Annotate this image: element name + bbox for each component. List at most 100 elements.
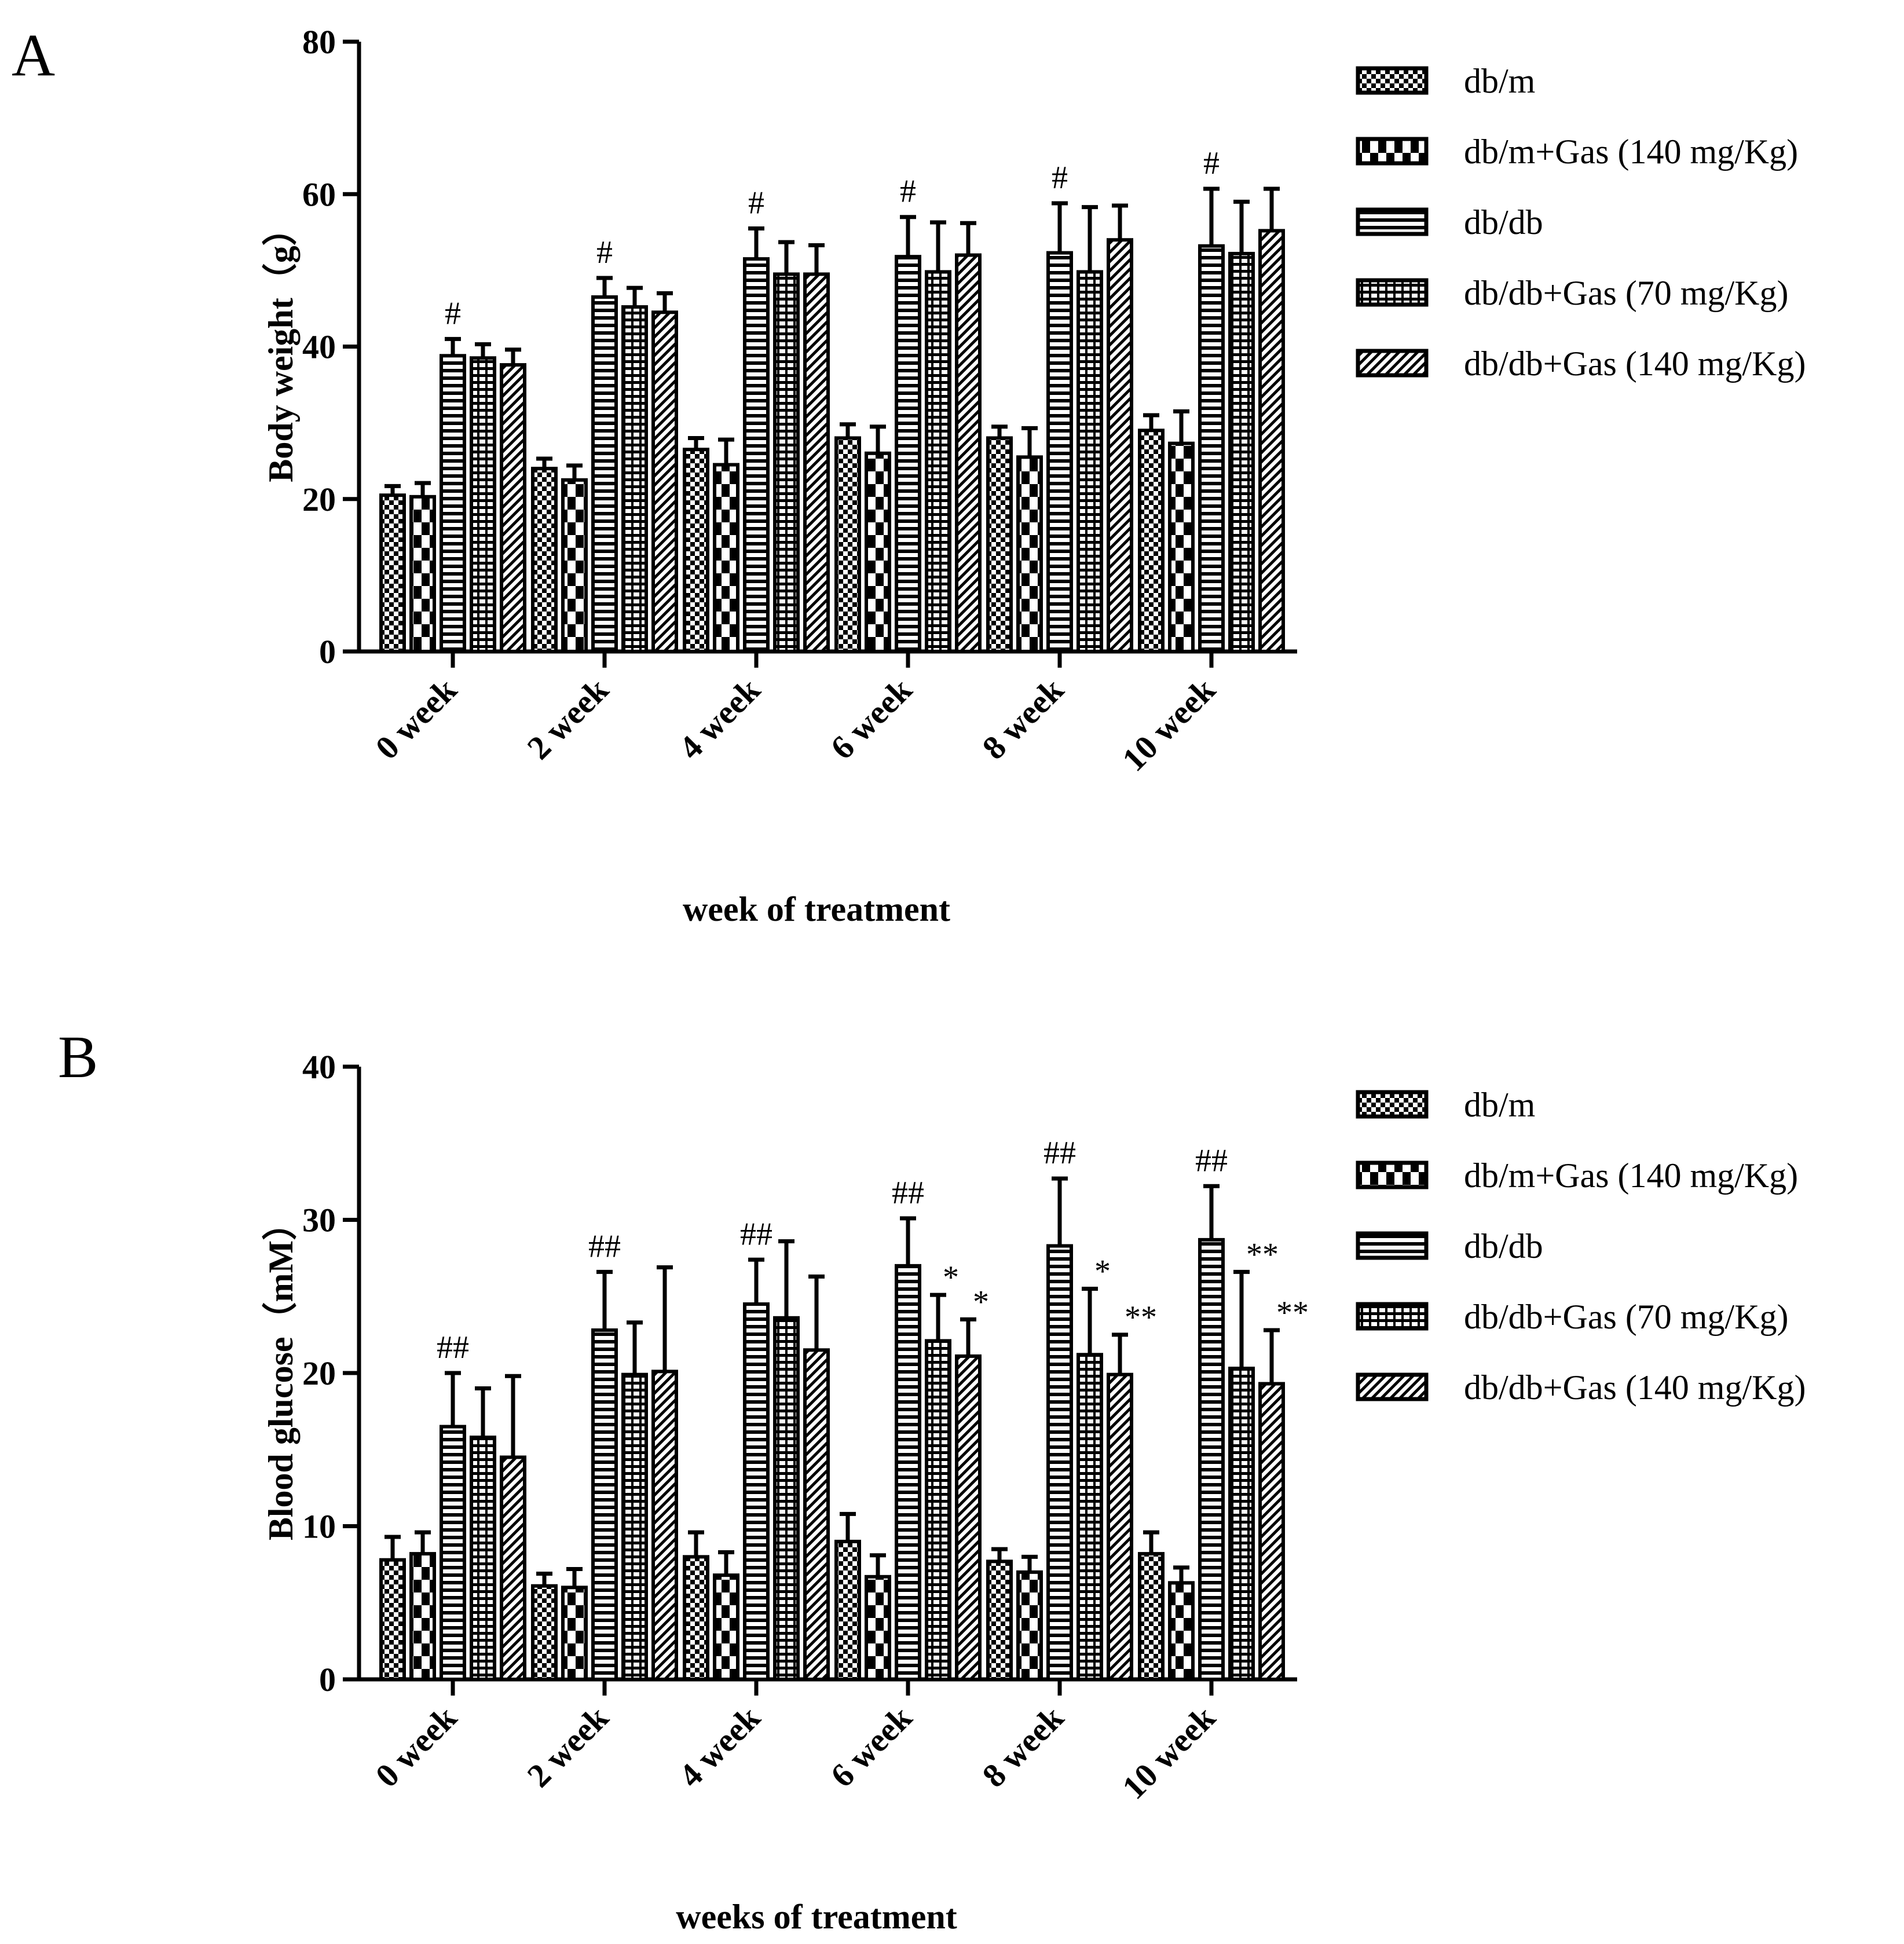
bar-a-1-1 bbox=[561, 478, 588, 653]
significance-marker: ## bbox=[1195, 1143, 1228, 1178]
bar-a-3-0 bbox=[834, 436, 861, 653]
significance-marker: # bbox=[748, 185, 764, 221]
bar-a-5-0 bbox=[1138, 429, 1165, 653]
legend-swatch bbox=[1356, 1231, 1429, 1260]
x-tick-label: 6 week bbox=[823, 1698, 920, 1795]
significance-marker: * bbox=[973, 1284, 989, 1320]
bar-b-3-3 bbox=[925, 1339, 951, 1682]
bar-a-4-4 bbox=[1107, 238, 1133, 654]
bar-a-4-0 bbox=[986, 436, 1013, 653]
bar-a-2-4 bbox=[803, 272, 830, 653]
bar-b-1-0 bbox=[531, 1584, 558, 1682]
bar-a-4-2 bbox=[1046, 251, 1073, 653]
bar-b-5-0 bbox=[1138, 1552, 1165, 1682]
bar-b-2-3 bbox=[773, 1316, 800, 1681]
bar-b-1-4 bbox=[651, 1370, 678, 1681]
significance-marker: ## bbox=[588, 1228, 621, 1264]
panel-letter: A bbox=[12, 22, 55, 89]
legend-label: db/m+Gas (140 mg/Kg) bbox=[1464, 133, 1798, 171]
significance-marker: # bbox=[1203, 145, 1220, 181]
y-tick-label: 40 bbox=[302, 328, 336, 366]
bar-a-3-4 bbox=[955, 253, 982, 653]
significance-marker: # bbox=[900, 174, 916, 210]
bar-a-2-2 bbox=[743, 257, 770, 654]
bar-b-3-4 bbox=[955, 1354, 982, 1681]
bar-a-0-4 bbox=[500, 363, 526, 654]
bar-b-0-0 bbox=[379, 1558, 406, 1681]
bar-b-4-2 bbox=[1046, 1244, 1073, 1682]
bar-a-0-1 bbox=[409, 495, 436, 654]
bar-b-1-3 bbox=[621, 1372, 648, 1681]
bar-a-5-4 bbox=[1258, 229, 1285, 653]
x-tick-label: 8 week bbox=[975, 1698, 1071, 1795]
legend: db/m db/m+Gas (140 mg/Kg) db/db db/db+Gas (… bbox=[1356, 1086, 1806, 1407]
significance-marker: * bbox=[943, 1260, 959, 1295]
legend-swatch bbox=[1356, 1302, 1429, 1331]
bar-b-0-4 bbox=[500, 1455, 526, 1682]
x-tick-label: 2 week bbox=[520, 671, 616, 767]
bar-b-2-2 bbox=[743, 1302, 770, 1682]
panel-letter: B bbox=[58, 1024, 98, 1090]
bar-b-2-0 bbox=[683, 1555, 709, 1681]
x-tick-label: 8 week bbox=[975, 671, 1071, 767]
bar-a-0-3 bbox=[470, 356, 496, 654]
bar-b-3-1 bbox=[865, 1575, 891, 1681]
significance-marker: ** bbox=[1125, 1299, 1157, 1335]
significance-marker: ## bbox=[892, 1175, 924, 1211]
bar-a-2-0 bbox=[683, 448, 709, 653]
chart-panel-a: A 0 20 40 60 80 Body weight（g） 0 week 2 week 4 we… bbox=[12, 22, 1806, 928]
bar-a-1-2 bbox=[591, 295, 618, 653]
legend-swatch bbox=[1356, 278, 1429, 307]
x-tick-label: 4 week bbox=[672, 671, 768, 767]
significance-marker: ## bbox=[1043, 1135, 1076, 1171]
legend-swatch bbox=[1356, 1090, 1429, 1119]
significance-marker: * bbox=[1094, 1254, 1111, 1290]
bar-a-0-0 bbox=[379, 493, 406, 653]
bar-a-4-1 bbox=[1016, 455, 1043, 653]
legend: db/m db/m+Gas (140 mg/Kg) db/db db/db+Gas (… bbox=[1356, 62, 1806, 383]
y-tick-label: 30 bbox=[302, 1202, 336, 1239]
y-tick-label: 60 bbox=[302, 175, 336, 213]
legend-swatch bbox=[1356, 207, 1429, 236]
bar-b-1-2 bbox=[591, 1328, 618, 1681]
bar-b-4-4 bbox=[1107, 1372, 1133, 1681]
bar-b-2-1 bbox=[713, 1573, 739, 1681]
bar-a-2-3 bbox=[773, 272, 800, 653]
bar-b-1-1 bbox=[561, 1586, 588, 1682]
x-tick-label: 0 week bbox=[368, 671, 464, 767]
y-tick-label: 0 bbox=[319, 633, 336, 671]
bar-b-4-0 bbox=[986, 1559, 1013, 1681]
legend-swatch bbox=[1356, 349, 1429, 378]
x-axis-title: week of treatment bbox=[683, 890, 950, 928]
y-tick-label: 10 bbox=[302, 1508, 336, 1546]
bar-b-5-1 bbox=[1168, 1581, 1195, 1681]
chart-panels: A 0 20 40 60 80 Body weight（g） 0 week 2 week 4 we… bbox=[12, 22, 1806, 1936]
bar-a-4-3 bbox=[1077, 270, 1103, 653]
legend-label: db/db+Gas (70 mg/Kg) bbox=[1464, 1298, 1788, 1336]
significance-marker: ## bbox=[740, 1216, 772, 1252]
legend-label: db/db bbox=[1464, 203, 1543, 241]
legend-label: db/db+Gas (140 mg/Kg) bbox=[1464, 1368, 1806, 1407]
legend-swatch bbox=[1356, 137, 1429, 166]
bar-a-3-1 bbox=[865, 451, 891, 654]
significance-marker: # bbox=[445, 295, 461, 331]
bar-a-0-2 bbox=[440, 354, 466, 653]
legend-label: db/m+Gas (140 mg/Kg) bbox=[1464, 1156, 1798, 1195]
bar-a-5-3 bbox=[1228, 251, 1255, 654]
bar-a-5-1 bbox=[1168, 441, 1195, 653]
x-tick-label: 10 week bbox=[1115, 1698, 1223, 1807]
bar-b-4-1 bbox=[1016, 1570, 1043, 1682]
significance-marker: ## bbox=[437, 1330, 469, 1365]
bar-b-4-3 bbox=[1077, 1353, 1103, 1681]
y-tick-label: 20 bbox=[302, 1354, 336, 1392]
significance-marker: ** bbox=[1276, 1295, 1309, 1331]
x-tick-label: 6 week bbox=[823, 671, 920, 767]
x-tick-label: 2 week bbox=[520, 1698, 616, 1795]
legend-swatch bbox=[1356, 66, 1429, 95]
x-axis-title: weeks of treatment bbox=[676, 1898, 957, 1936]
bar-a-1-0 bbox=[531, 467, 558, 653]
y-axis-title: Blood glucose（mM） bbox=[261, 1206, 300, 1540]
y-tick-label: 80 bbox=[302, 23, 336, 61]
bar-a-3-3 bbox=[925, 270, 951, 653]
